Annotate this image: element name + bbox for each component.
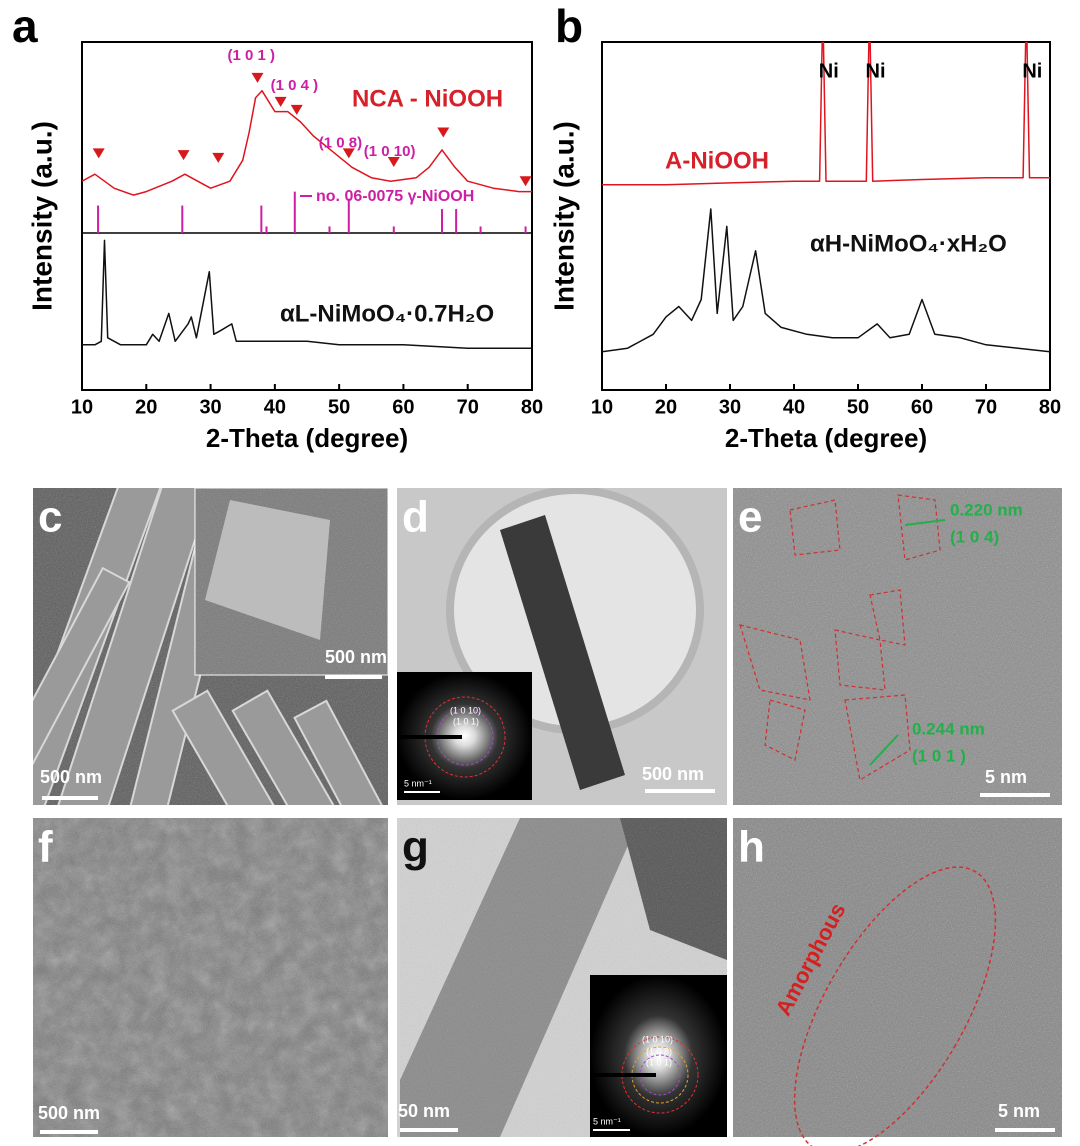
sem-image-c: [33, 488, 388, 805]
tem-image-g: [397, 818, 727, 1137]
series-label: αL-NiMoO₄·0.7H₂O: [280, 300, 494, 327]
fringe-spacing: 0.220 nm: [950, 500, 1023, 519]
scale-bar-label: 500 nm: [38, 1103, 100, 1123]
x-tick-label: 40: [783, 396, 805, 418]
plot-frame: [601, 41, 1051, 391]
y-axis-label: Intensity (a.u.): [548, 121, 579, 311]
panel-letter: d: [402, 493, 429, 542]
y-axis-label: Intensity (a.u.): [26, 121, 57, 311]
ring-label: (1 0 1): [646, 1057, 672, 1067]
panel-letter: h: [738, 823, 765, 872]
ring-label: (1 0 1): [453, 716, 479, 726]
panel-letter: g: [402, 823, 429, 872]
peak-label: Ni: [1022, 60, 1042, 82]
hrtem-image-e: [733, 488, 1062, 805]
x-tick-label: 80: [521, 396, 543, 418]
peak-marker: [212, 152, 225, 163]
panel-letter: c: [38, 493, 62, 542]
x-tick-label: 20: [135, 396, 157, 418]
peak-label: Ni: [866, 60, 886, 82]
scale-bar-label: 5 nm: [998, 1101, 1040, 1121]
scale-bar-label: 500 nm: [325, 647, 387, 667]
tem-image-d: [397, 488, 727, 805]
fringe-plane: (1 0 1 ): [912, 746, 966, 765]
scale-bar-label: 5 nm: [985, 767, 1027, 787]
peak-marker: [290, 104, 303, 115]
x-tick-label: 60: [392, 396, 414, 418]
x-tick-label: 60: [911, 396, 933, 418]
reference-label: no. 06-0075 γ-NiOOH: [316, 188, 474, 205]
x-tick-label: 20: [655, 396, 677, 418]
panel-letter: b: [555, 0, 583, 52]
scale-bar-label: 500 nm: [40, 767, 102, 787]
sem-image-f: [33, 818, 388, 1137]
series-label: A-NiOOH: [665, 147, 769, 174]
peak-marker: [274, 96, 287, 107]
peak-marker: [387, 157, 400, 168]
x-axis-label: 2-Theta (degree): [206, 423, 408, 453]
ring-label: (1 0 10): [642, 1034, 673, 1044]
panel-letter: e: [738, 493, 762, 542]
scale-bar-label: 5 nm⁻¹: [404, 778, 432, 788]
x-tick-label: 80: [1039, 396, 1061, 418]
x-tick-label: 70: [975, 396, 997, 418]
x-tick-label: 50: [328, 396, 350, 418]
series-line: [602, 208, 1050, 353]
peak-marker: [92, 148, 105, 159]
peak-marker: [251, 72, 264, 83]
panel-letter: a: [12, 0, 38, 52]
scale-bar-label: 5 nm⁻¹: [593, 1116, 621, 1126]
hkl-label: (1 0 8): [319, 134, 362, 151]
panel-letter: f: [38, 823, 53, 872]
ring-label: (1 0 8): [646, 1046, 672, 1056]
series-line: [602, 42, 1050, 186]
x-tick-label: 30: [199, 396, 221, 418]
hkl-label: (1 0 10): [364, 143, 416, 160]
plot-frame: [81, 41, 533, 391]
x-tick-label: 50: [847, 396, 869, 418]
x-tick-label: 10: [591, 396, 613, 418]
series-label: αH-NiMoO₄·xH₂O: [810, 230, 1007, 257]
hrtem-image-h: [733, 818, 1062, 1146]
scale-bar-label: 50 nm: [398, 1101, 450, 1121]
hkl-label: (1 0 1 ): [228, 47, 276, 64]
x-tick-label: 40: [264, 396, 286, 418]
plot-area: [82, 89, 532, 349]
peak-marker: [519, 176, 532, 187]
x-tick-label: 10: [71, 396, 93, 418]
hkl-label: (1 0 4 ): [271, 77, 319, 94]
x-axis-label: 2-Theta (degree): [725, 423, 927, 453]
x-tick-label: 70: [457, 396, 479, 418]
peak-marker: [177, 150, 190, 161]
peak-label: Ni: [819, 60, 839, 82]
fringe-plane: (1 0 4): [950, 527, 999, 546]
series-line: [82, 239, 532, 349]
peak-marker: [342, 148, 355, 159]
x-tick-label: 30: [719, 396, 741, 418]
fringe-spacing: 0.244 nm: [912, 719, 985, 738]
scale-bar-label: 500 nm: [642, 764, 704, 784]
series-line: [82, 89, 532, 196]
series-label: NCA - NiOOH: [352, 85, 503, 112]
peak-marker: [437, 127, 450, 138]
ring-label: (1 0 10): [450, 705, 481, 715]
plot-area: [602, 42, 1050, 353]
